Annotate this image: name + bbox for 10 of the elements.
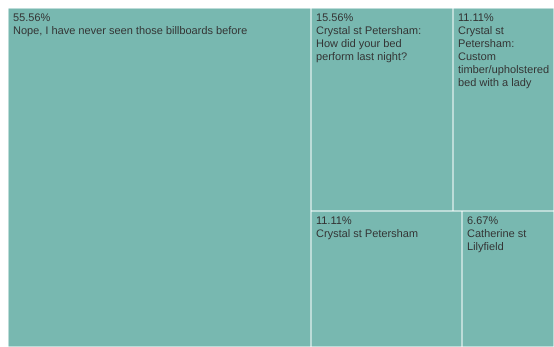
- data-label: 11.11%: [316, 215, 352, 227]
- data-label: 11.11%: [458, 12, 494, 24]
- category-label: Catherine st Lilyfield: [467, 228, 526, 253]
- category-label: Nope, I have never seen those billboards before: [13, 25, 248, 37]
- category-label: Crystal st Petersham: How did your bed perform last night?: [316, 25, 422, 63]
- data-label: 55.56%: [13, 12, 51, 24]
- category-label: Crystal st Petersham: [316, 228, 418, 240]
- data-label: 6.67%: [467, 215, 498, 227]
- category-label: Crystal st Petersham: Custom timber/upholstered bed with a lady: [458, 25, 550, 89]
- data-label: 15.56%: [316, 12, 354, 24]
